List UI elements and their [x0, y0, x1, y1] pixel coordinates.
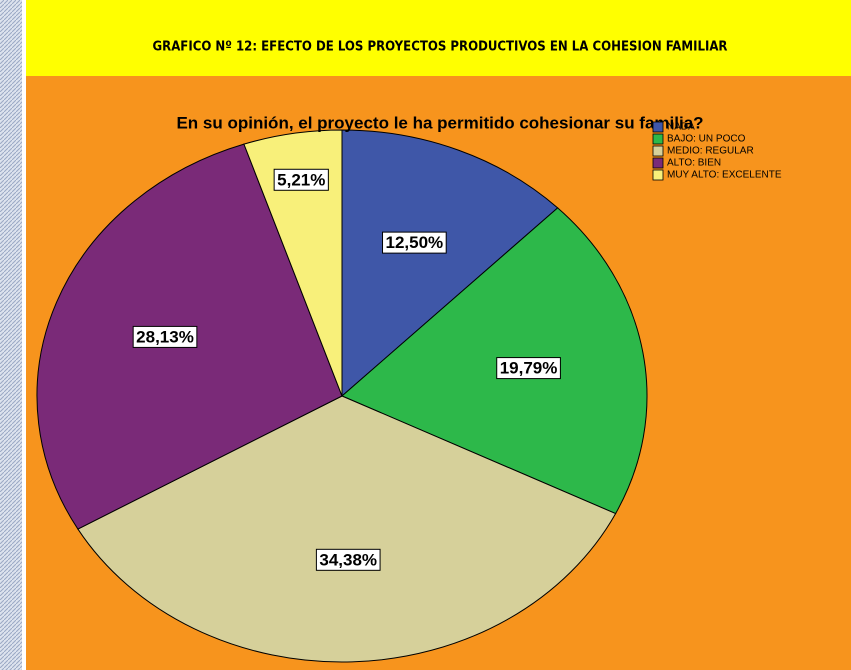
- legend-swatch: [652, 157, 664, 169]
- legend-label: BAJO: UN POCO: [667, 134, 746, 145]
- legend-label: NADA: [667, 122, 695, 133]
- legend-swatch: [652, 133, 664, 145]
- legend-swatch: [652, 121, 664, 133]
- data-label-box: [315, 548, 381, 571]
- data-label: 12,50%: [386, 233, 444, 252]
- legend-label: MUY ALTO: EXCELENTE: [667, 170, 782, 181]
- legend-label: MEDIO: REGULAR: [667, 146, 754, 157]
- data-label: 28,13%: [136, 327, 194, 346]
- data-label: 5,21%: [277, 170, 325, 189]
- legend-swatch: [652, 169, 664, 181]
- chart-title: GRAFICO Nº 12: EFECTO DE LOS PROYECTOS P…: [153, 40, 728, 55]
- pie-slice: [243, 129, 343, 397]
- data-label-box: [382, 231, 447, 254]
- header-band: [26, 0, 851, 76]
- chart-subtitle: En su opinión, el proyecto le ha permiti…: [176, 113, 703, 132]
- data-label-box: [273, 168, 329, 191]
- legend-swatch: [652, 145, 664, 157]
- side-strip: [0, 0, 22, 670]
- pie-slice: [77, 395, 617, 663]
- legend-label: ALTO: BIEN: [667, 158, 721, 169]
- data-label-box: [496, 357, 561, 380]
- data-label: 34,38%: [319, 550, 377, 569]
- data-label: 19,79%: [500, 359, 558, 378]
- data-label-box: [132, 325, 198, 348]
- pie-slice: [341, 129, 559, 398]
- pie-slice: [341, 207, 648, 515]
